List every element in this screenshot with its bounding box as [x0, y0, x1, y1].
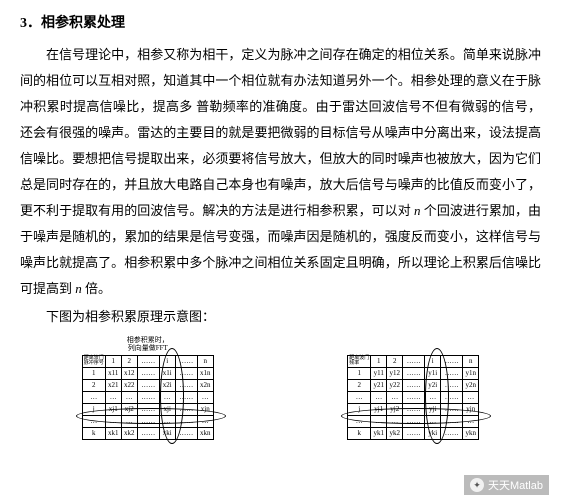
left-table: 距离波门脉冲序号12……i……n1x11x12……x1i……x1n2x21x22…	[82, 355, 214, 440]
left-diagram-title: 相参积累时， 列向量做FFT	[82, 336, 214, 353]
diagram-row: 相参积累时， 列向量做FFT 距离波门脉冲序号12……i……n1x11x12………	[20, 336, 541, 440]
section-heading: 3．相参积累处理	[20, 12, 541, 32]
ellipse-row-marker	[76, 408, 226, 424]
right-table: 距离波门频率12……i……n1y11y12……y1i……y1n2y21y22………	[347, 355, 479, 440]
watermark: ✦ 天天Matlab	[464, 475, 549, 495]
watermark-icon: ✦	[470, 478, 484, 492]
ellipse-row-marker	[341, 408, 491, 424]
section-title-text: 相参积累处理	[41, 16, 125, 31]
body-paragraph: 在信号理论中，相参又称为相干，定义为脉冲之间存在确定的相位关系。简单来说脉冲间的…	[20, 42, 541, 302]
ellipse-column-marker	[160, 348, 184, 444]
figure-caption: 下图为相参积累原理示意图：	[20, 304, 541, 330]
right-diagram: .. 距离波门频率12……i……n1y11y12……y1i……y1n2y21y2…	[347, 336, 479, 440]
watermark-text: 天天Matlab	[488, 477, 543, 493]
left-diagram: 相参积累时， 列向量做FFT 距离波门脉冲序号12……i……n1x11x12………	[82, 336, 214, 440]
section-number: 3．	[20, 16, 41, 31]
